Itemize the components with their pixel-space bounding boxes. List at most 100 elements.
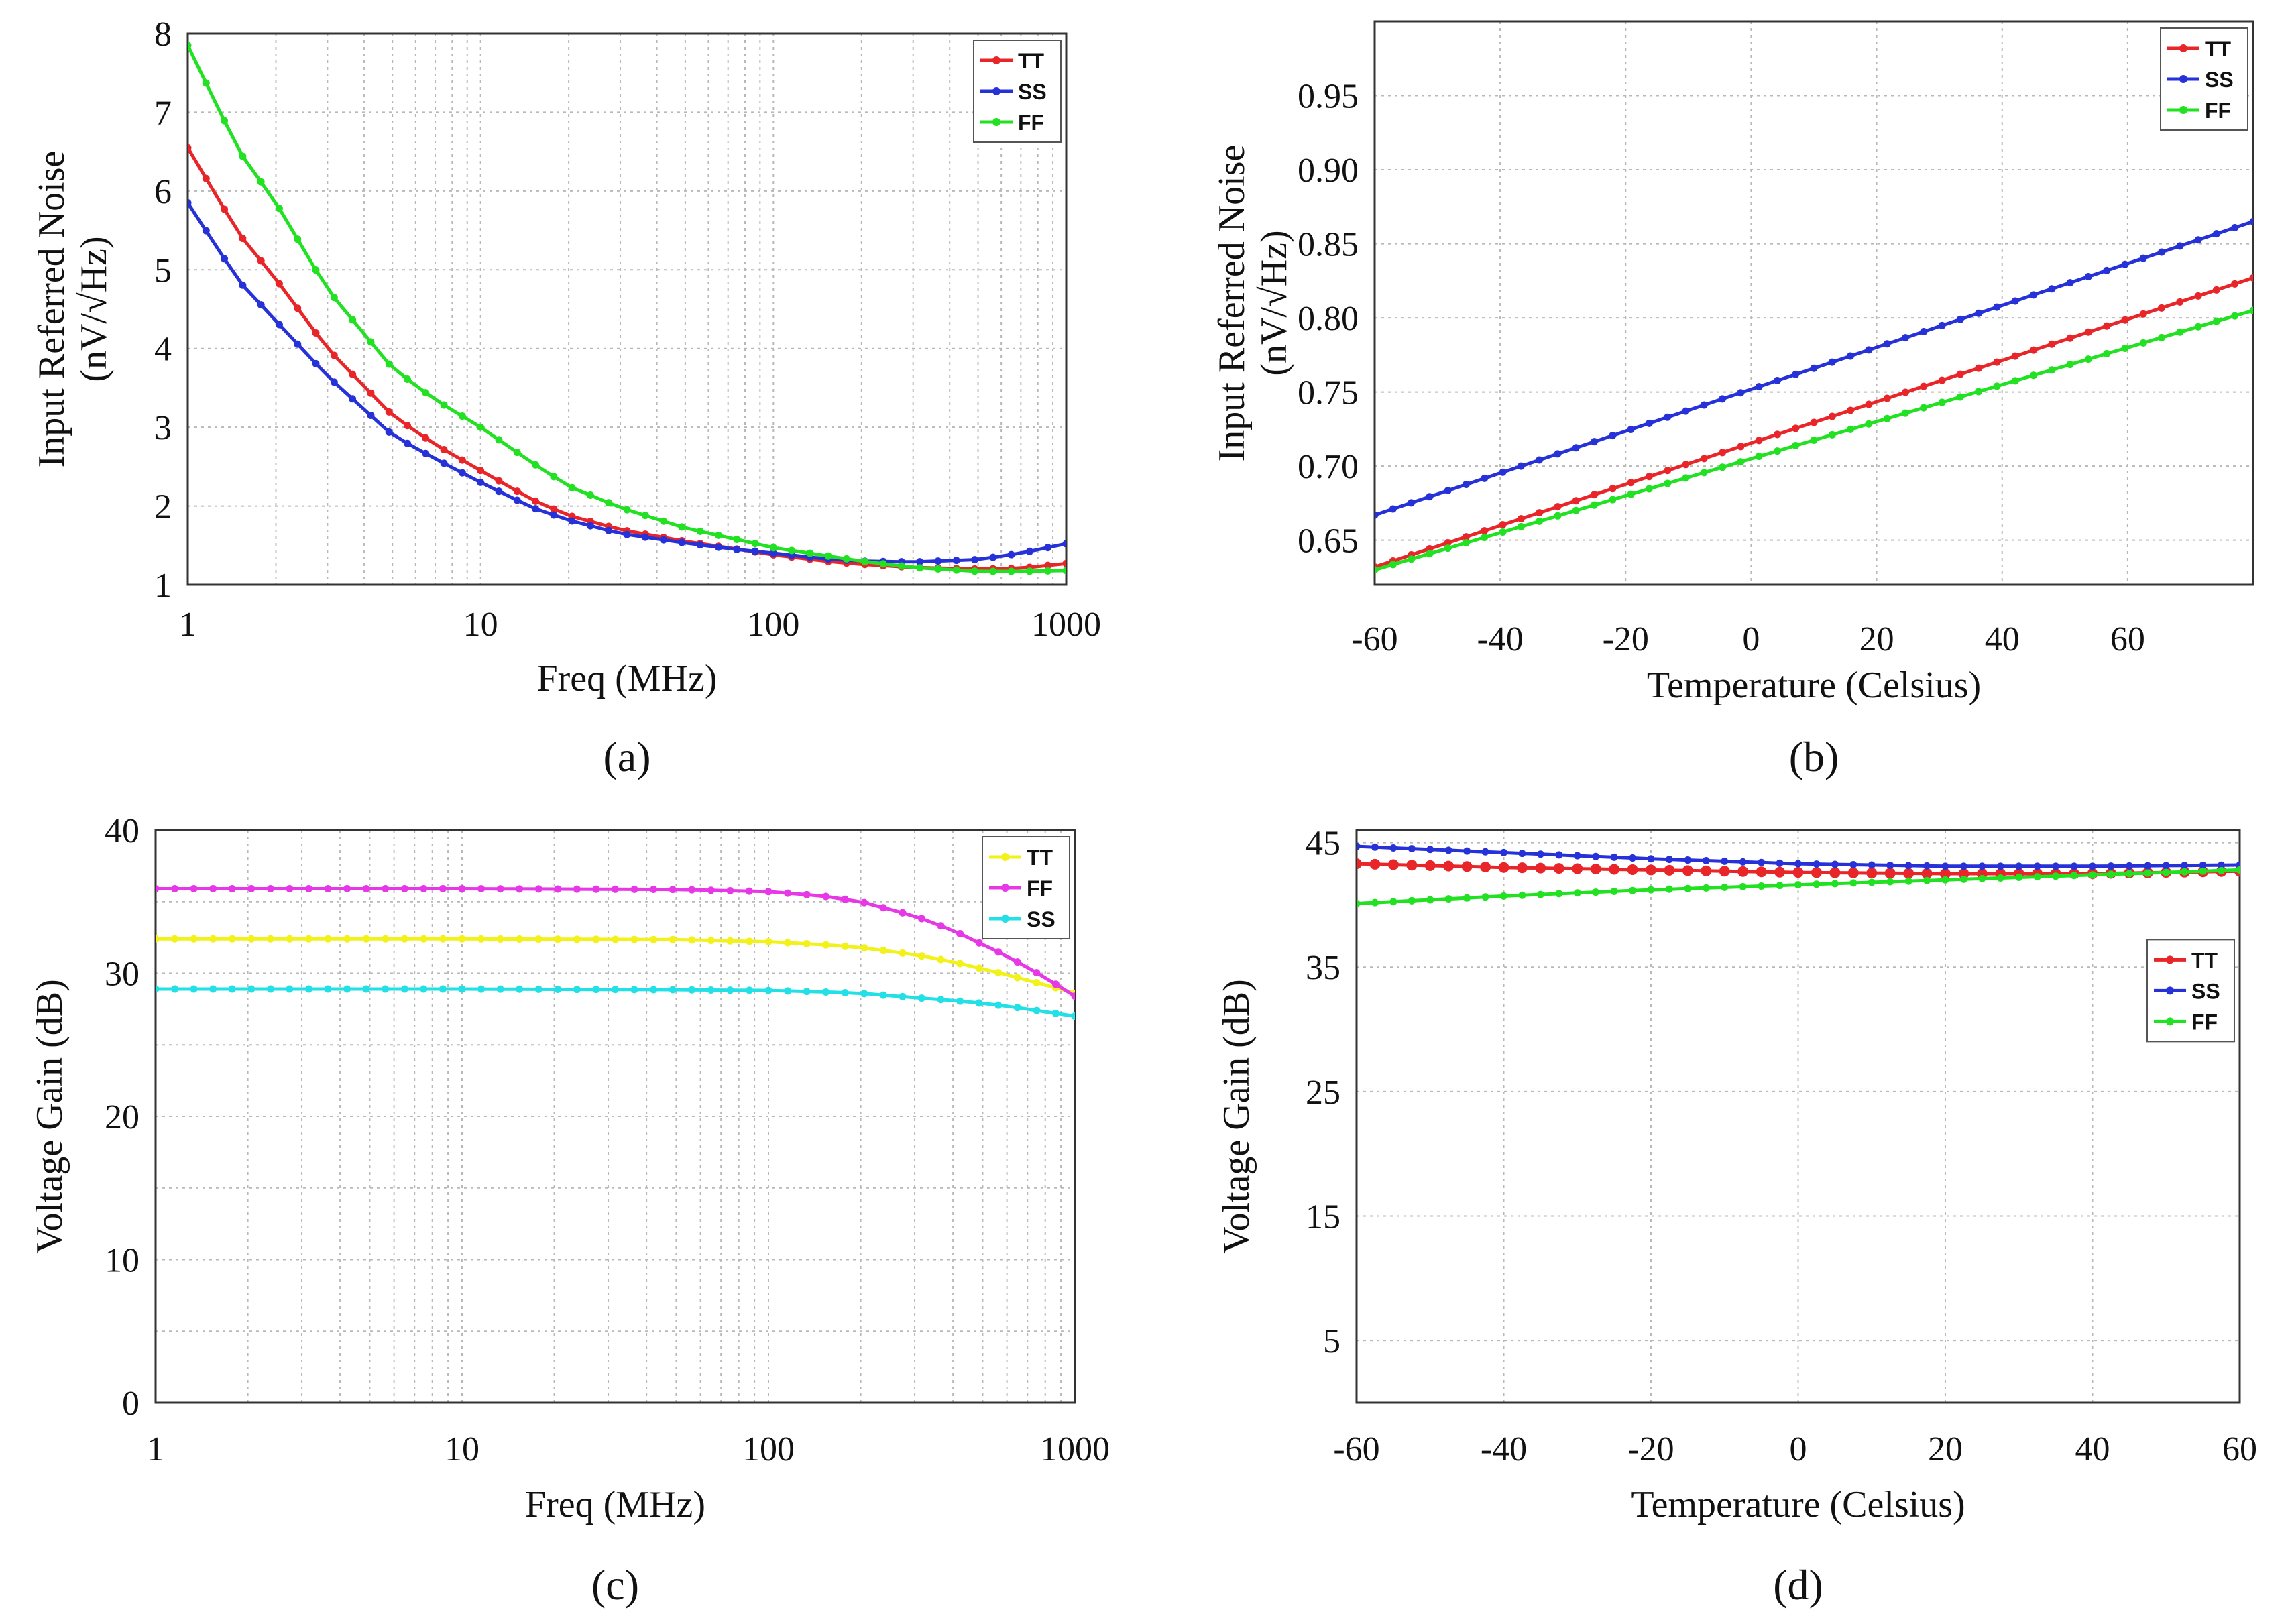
x-tick-label: 100: [742, 1430, 795, 1468]
x-tick-label: 60: [2222, 1430, 2257, 1468]
series-group: [188, 42, 1066, 575]
data-point: [1387, 859, 1399, 870]
data-point: [630, 986, 638, 994]
data-point: [420, 885, 428, 893]
data-point: [630, 935, 638, 943]
data-point: [956, 930, 964, 938]
data-point: [1903, 868, 1914, 879]
data-point: [532, 505, 540, 513]
data-point: [2048, 340, 2056, 348]
data-point: [994, 948, 1003, 956]
data-point: [1920, 328, 1928, 336]
data-point: [247, 935, 255, 943]
data-point: [1993, 303, 2001, 311]
data-point: [1978, 862, 1986, 870]
data-point: [1810, 436, 1818, 444]
data-point: [1646, 864, 1656, 876]
x-axis-title: Freq (MHz): [536, 658, 717, 699]
data-point: [1700, 469, 1708, 477]
data-point: [2218, 866, 2226, 874]
data-point: [1444, 895, 1452, 903]
data-point: [841, 989, 849, 997]
data-point: [989, 567, 997, 575]
x-tick-label: -60: [1333, 1430, 1379, 1468]
data-point: [1444, 846, 1452, 854]
data-point: [1517, 522, 1525, 530]
data-point: [843, 555, 850, 563]
x-tick-label: 20: [1859, 620, 1894, 658]
panel-label: (c): [591, 1561, 639, 1609]
y-tick-label: 3: [154, 409, 172, 447]
data-point: [239, 152, 247, 160]
data-point: [1959, 875, 1967, 883]
plot-area: [1357, 830, 2240, 1403]
data-point: [1868, 861, 1876, 869]
data-point: [1062, 540, 1066, 548]
data-point: [2015, 874, 2023, 882]
data-point: [573, 885, 581, 893]
y-tick-label: 0.90: [1298, 152, 1359, 190]
y-axis-unit: (nV/√Hz): [73, 236, 115, 382]
data-point: [707, 886, 715, 894]
x-tick-label: -20: [1603, 620, 1649, 658]
data-point: [305, 935, 312, 943]
data-point: [349, 316, 357, 324]
data-point: [420, 985, 428, 993]
x-tick-label: 1: [179, 605, 196, 644]
data-point: [1408, 499, 1416, 507]
data-point: [879, 991, 887, 999]
panel-label: (a): [603, 733, 650, 780]
data-point: [1810, 364, 1818, 372]
data-point: [1665, 885, 1673, 893]
data-point: [190, 985, 198, 993]
legend-label: SS: [2191, 979, 2220, 1003]
data-point: [934, 557, 942, 565]
data-point: [1572, 863, 1583, 874]
data-point: [1591, 491, 1598, 499]
data-point: [1993, 358, 2001, 366]
data-point: [1794, 860, 1802, 868]
legend-marker: [2166, 986, 2174, 995]
panel-label: (d): [1773, 1561, 1823, 1609]
data-point: [2158, 333, 2166, 341]
data-point: [202, 79, 210, 87]
x-tick-label: 100: [747, 605, 799, 644]
plot-area: [188, 34, 1066, 585]
data-point: [2052, 862, 2060, 870]
data-point: [918, 994, 925, 1002]
data-point: [221, 205, 229, 213]
data-point: [1500, 892, 1507, 900]
data-point: [1847, 406, 1855, 414]
data-point: [190, 885, 198, 893]
data-point: [385, 360, 393, 368]
data-point: [2121, 344, 2129, 352]
data-point: [1831, 880, 1839, 888]
data-point: [769, 544, 777, 552]
y-tick-label: 45: [1306, 825, 1340, 863]
axes-frame: [1355, 829, 2241, 1404]
data-point: [784, 939, 792, 947]
data-point: [2139, 339, 2147, 347]
data-point: [605, 499, 613, 507]
data-point: [1700, 401, 1708, 409]
data-point: [1993, 382, 2001, 390]
data-point: [554, 935, 562, 943]
legend: TT SS FF: [973, 40, 1062, 143]
data-point: [573, 986, 581, 994]
grid: [155, 829, 1076, 1403]
data-point: [1572, 444, 1580, 452]
data-point: [1044, 567, 1052, 575]
data-point: [669, 935, 677, 943]
data-point: [385, 428, 393, 436]
data-point: [1357, 900, 1361, 908]
data-point: [1739, 882, 1747, 890]
data-point: [994, 1001, 1003, 1009]
data-point: [400, 885, 408, 893]
data-point: [1847, 867, 1859, 878]
data-point: [1682, 407, 1690, 415]
data-point: [592, 885, 600, 893]
data-point: [477, 985, 485, 993]
data-point: [516, 985, 524, 993]
data-point: [1865, 346, 1873, 354]
data-point: [1033, 1006, 1041, 1014]
